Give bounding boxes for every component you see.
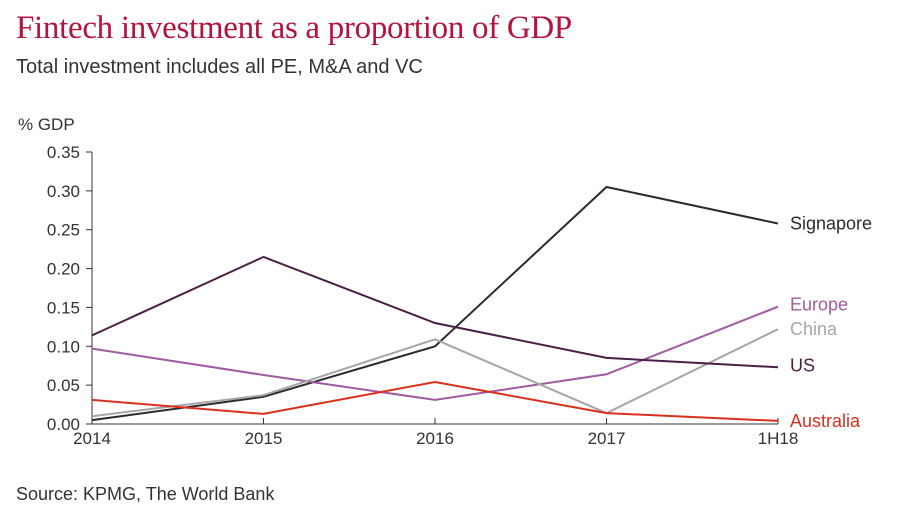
source-note: Source: KPMG, The World Bank [16, 484, 275, 504]
series-label-europe: Europe [790, 295, 848, 315]
y-tick-label: 0.05 [47, 376, 80, 395]
y-tick-label: 0.10 [47, 337, 80, 356]
series-labels: Signapore Europe China US Australia [790, 213, 872, 430]
series-label-australia: Australia [790, 411, 861, 431]
y-tick-label: 0.25 [47, 221, 80, 240]
y-axis-label: % GDP [18, 115, 75, 134]
axes: 0.00 0.05 0.10 0.15 0.20 0.25 0.30 0.35 2014 2015… [47, 143, 798, 448]
y-tick-label: 0.35 [47, 143, 80, 162]
series-line-china [91, 328, 779, 418]
x-tick-label: 2016 [416, 429, 454, 448]
series-label-signapore: Signapore [790, 213, 872, 233]
x-tick-label: 2017 [588, 429, 626, 448]
series-line-signapore [91, 185, 779, 422]
y-tick-label: 0.00 [47, 415, 80, 434]
series-line-us [91, 255, 779, 369]
y-tick-label: 0.20 [47, 260, 80, 279]
series-lines [91, 185, 779, 422]
x-tick-label: 2014 [73, 429, 111, 448]
series-label-china: China [790, 319, 838, 339]
y-tick-label: 0.15 [47, 298, 80, 317]
x-tick-label: 1H18 [758, 429, 799, 448]
chart-title: Fintech investment as a proportion of GD… [16, 10, 572, 46]
chart-subtitle: Total investment includes all PE, M&A an… [16, 56, 423, 78]
x-tick-label: 2015 [245, 429, 283, 448]
series-line-europe [91, 305, 779, 401]
series-label-us: US [790, 355, 815, 375]
y-tick-label: 0.30 [47, 182, 80, 201]
series-line-australia [91, 380, 779, 422]
